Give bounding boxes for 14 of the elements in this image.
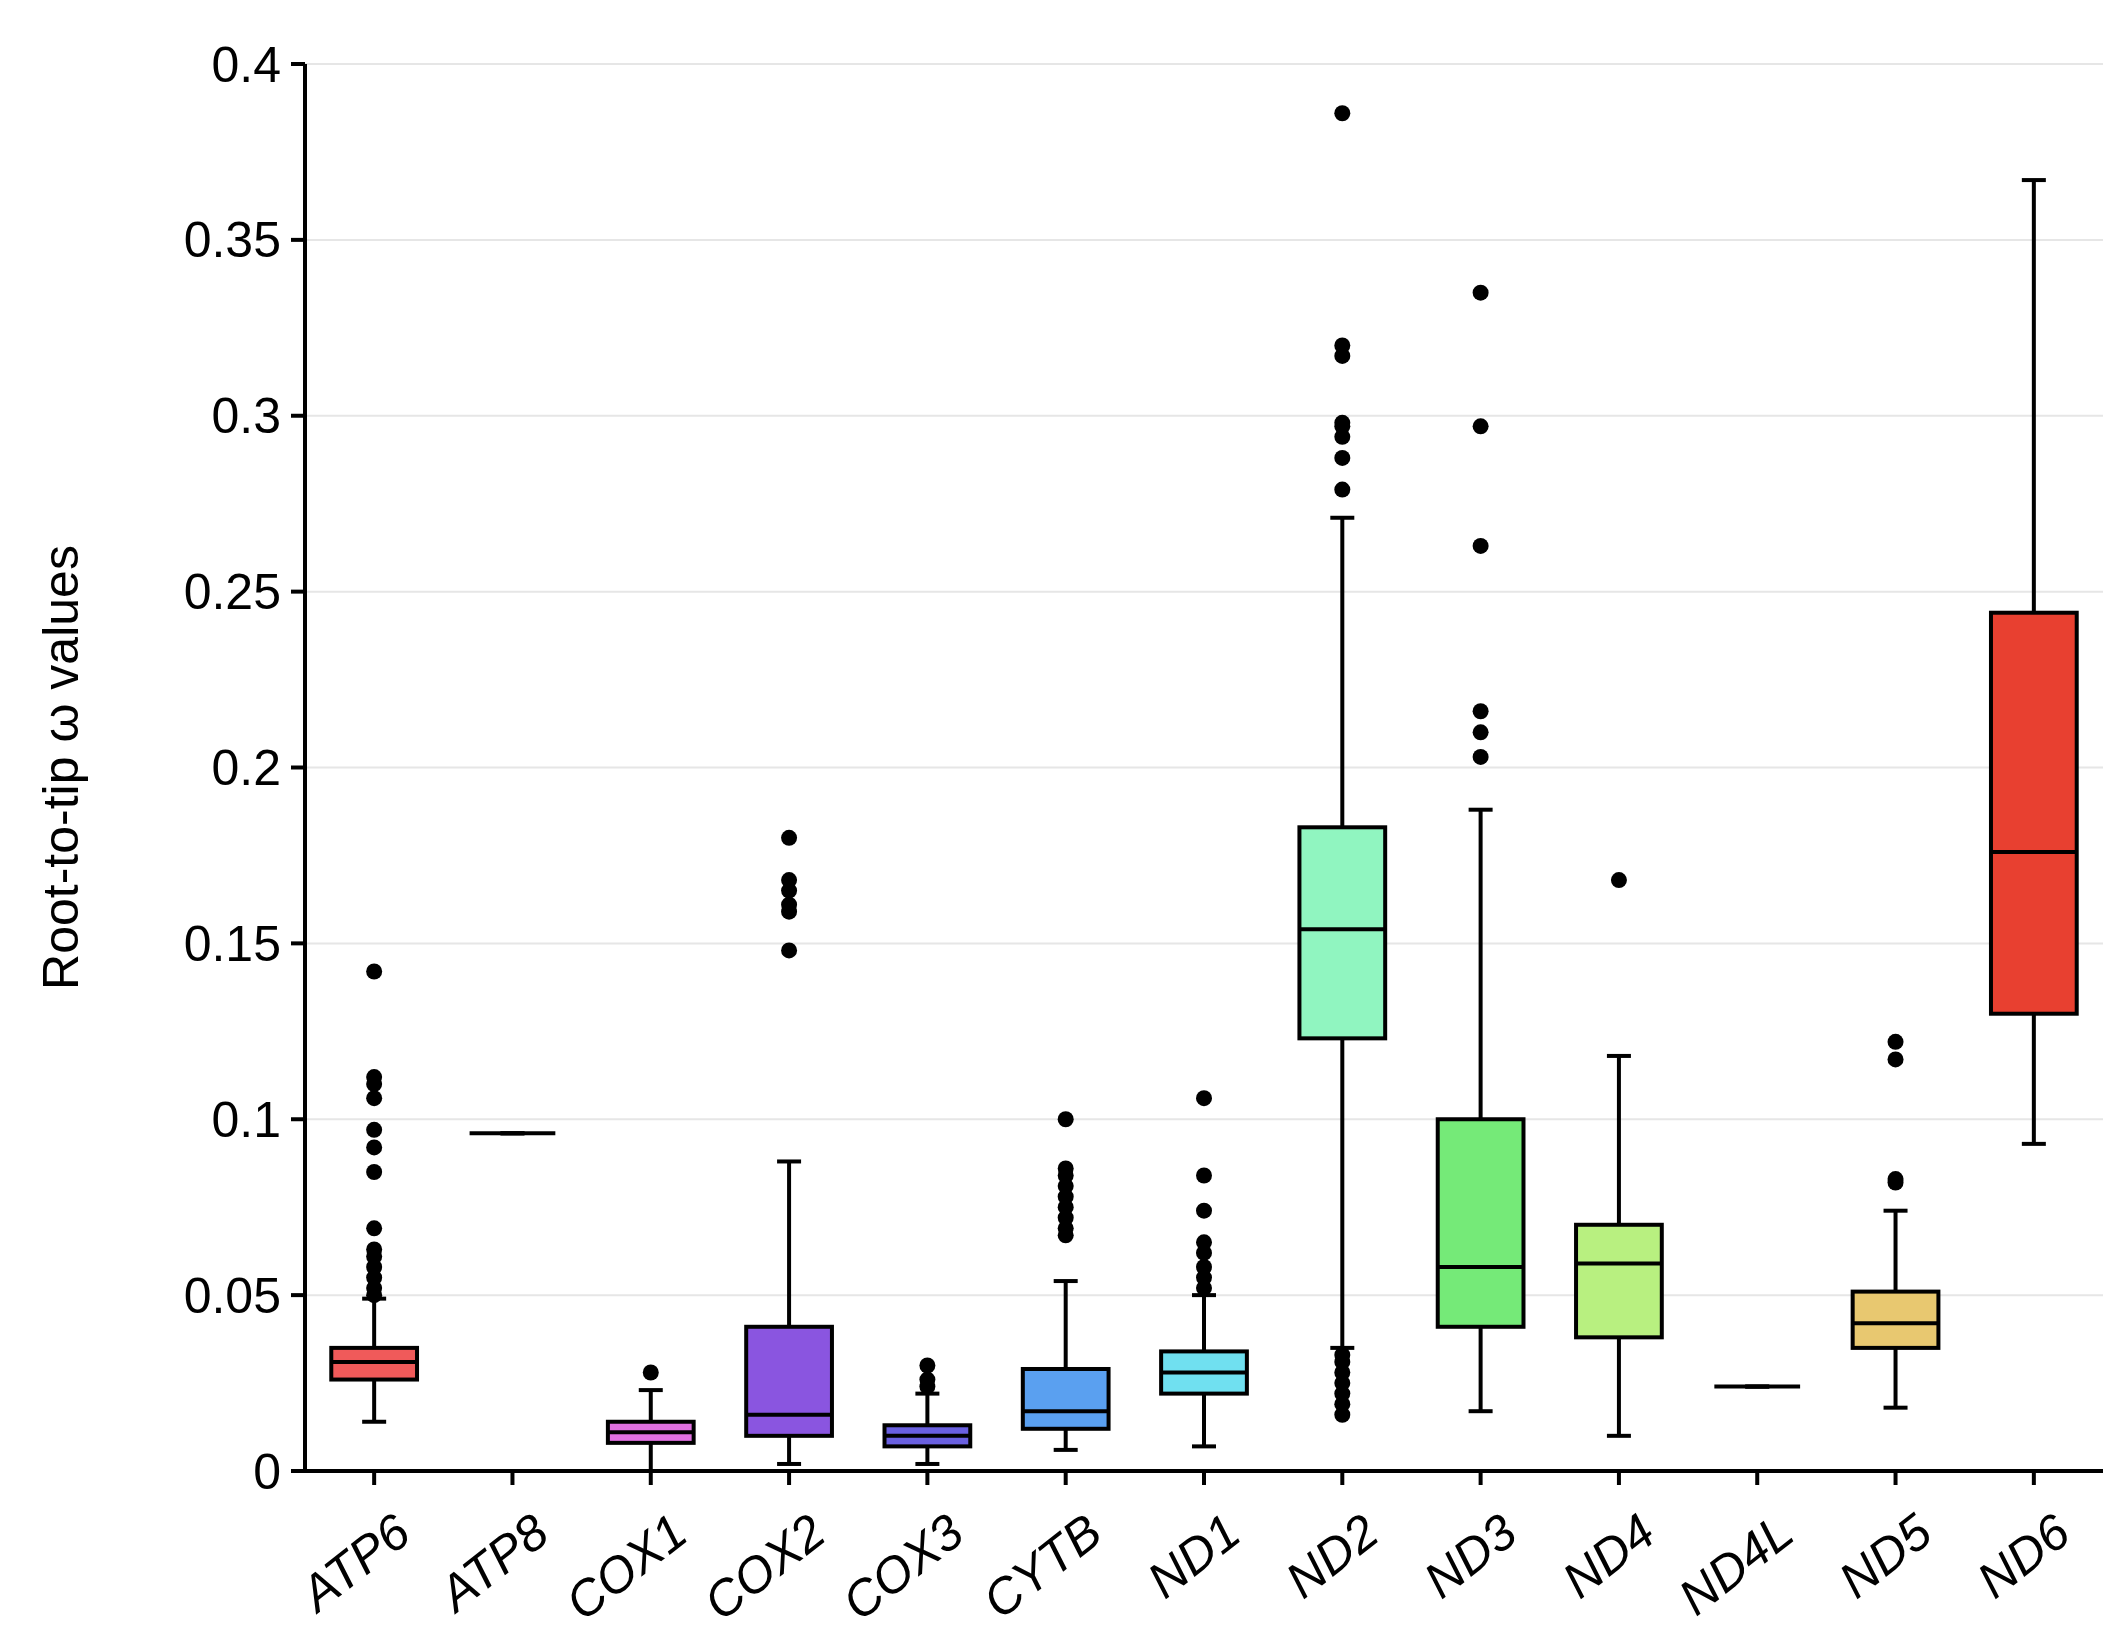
y-tick-label: 0.3 <box>211 388 281 445</box>
x-tick-label: ND1 <box>1137 1503 1251 1609</box>
x-tick-label: ND6 <box>1966 1503 2081 1609</box>
y-tick-label: 0.35 <box>183 212 281 269</box>
y-tick-label: 0.2 <box>211 740 281 796</box>
y-axis-title: Root-to-tip ω values <box>33 545 89 990</box>
y-tick-label: 0.25 <box>183 564 281 621</box>
y-tick-label: 0.05 <box>183 1267 281 1324</box>
y-tick-label: 0.1 <box>211 1091 281 1148</box>
y-tick-label: 0 <box>253 1443 281 1500</box>
x-tick-label: ND2 <box>1275 1503 1389 1609</box>
y-tick-label: 0.15 <box>183 915 281 972</box>
y-tick-label: 0.4 <box>211 36 281 93</box>
x-tick-label: ND3 <box>1413 1503 1528 1609</box>
